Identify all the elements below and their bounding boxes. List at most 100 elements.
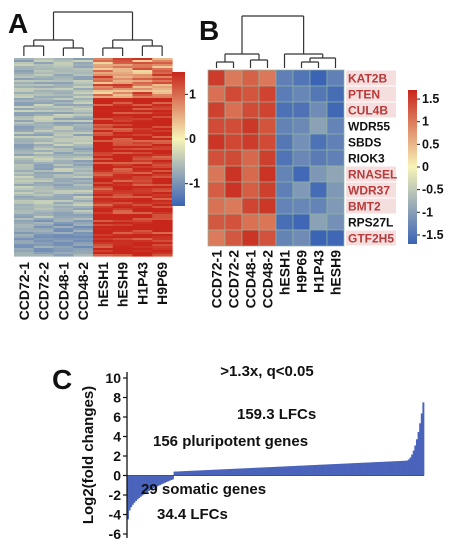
heatmap-a-cell [112,222,134,225]
heatmap-a-cell [93,142,114,145]
heatmap-b-cell [292,101,311,119]
heatmap-a-cell [152,254,173,257]
heatmap-a-cell [53,216,74,219]
heatmap-a-cell [132,160,153,163]
heatmap-b-cell [309,181,328,199]
heatmap-a-cell [152,130,173,133]
heatmap-a-cell [132,166,153,169]
heatmap-a-cell [53,176,74,179]
heatmap-a-cell [33,176,55,179]
bar [337,463,340,476]
heatmap-a-cell [112,116,134,119]
heatmap-a-column-label: CCD72-2 [36,262,52,321]
heatmap-a-cell [33,144,55,147]
colorbar-b-tick-label: -1 [422,205,433,219]
bar [353,463,356,476]
heatmap-a-cell [112,66,134,69]
heatmap-a-cell [33,104,55,107]
heatmap-a-cell [14,96,35,99]
heatmap-a-cell [152,228,173,231]
heatmap-a-column-label: H1P43 [134,262,150,305]
heatmap-a-cell [132,224,153,227]
heatmap-a-cell [93,180,114,183]
heatmap-a-cell [33,244,55,247]
heatmap-a-cell [14,198,35,201]
bar [322,464,325,476]
heatmap-a-cell [112,108,134,111]
heatmap-b-cell [207,85,226,103]
heatmap-a-cell [14,178,35,181]
heatmap-a-cell [14,160,35,163]
heatmap-a-cell [73,88,94,91]
heatmap-a-cell [132,108,153,111]
heatmap-a-cell [14,214,35,217]
heatmap-a-cell [33,246,55,249]
y-tick-label: 2 [113,448,121,464]
heatmap-a-cell [33,124,55,127]
y-tick-label: 4 [113,429,121,445]
heatmap-a-cell [73,196,94,199]
bar [277,466,280,476]
heatmap-a-cell [73,214,94,217]
bar [192,470,195,476]
heatmap-a-cell [73,78,94,81]
heatmap-a-cell [93,92,114,95]
heatmap-a-cell [112,134,134,137]
heatmap-a-cell [53,180,74,183]
heatmap-a-cell [132,168,153,171]
heatmap-a-cell [14,236,35,239]
heatmap-a-cell [73,154,94,157]
heatmap-a-cell [112,164,134,167]
heatmap-a-cell [132,180,153,183]
heatmap-a-cell [93,62,114,65]
bar [335,463,338,476]
heatmap-a-cell [33,154,55,157]
heatmap-a-cell [14,112,35,115]
heatmap-a-cell [152,118,173,121]
heatmap-a-cell [14,138,35,141]
heatmap-a-cell [152,250,173,253]
heatmap-a-cell [53,212,74,215]
heatmap-a-cell [132,226,153,229]
heatmap-b-cell [258,165,277,183]
heatmap-a-cell [93,100,114,103]
heatmap-a-cell [14,146,35,149]
heatmap-a-cell [112,68,134,71]
heatmap-a-cell [73,62,94,65]
heatmap-a-cell [73,240,94,243]
heatmap-a-cell [93,94,114,97]
bar [329,464,332,476]
heatmap-a-cell [14,164,35,167]
heatmap-a-cell [14,230,35,233]
heatmap-a-cell [112,144,134,147]
heatmap-a-cell [53,198,74,201]
heatmap-a-cell [53,170,74,173]
heatmap-a-cell [33,172,55,175]
y-tick-label: -4 [109,507,122,523]
heatmap-a-cell [14,226,35,229]
heatmap-a-cell [93,202,114,205]
bar [343,463,346,476]
heatmap-a-cell [53,64,74,67]
heatmap-a-cell [33,116,55,119]
heatmap-a-cell [112,98,134,101]
heatmap-a-cell [33,196,55,199]
heatmap-a-cell [112,236,134,239]
heatmap-a-cell [132,240,153,243]
heatmap-a-cells [14,58,173,257]
heatmap-a-cell [14,252,35,255]
heatmap-a-cell [93,230,114,233]
heatmap-b-cell [224,197,243,215]
heatmap-a-cell [112,168,134,171]
heatmap-a-cell [73,92,94,95]
heatmap-b-cell [241,101,260,119]
heatmap-a-cell [33,170,55,173]
heatmap-a-cell [73,162,94,165]
heatmap-a-cell [53,210,74,213]
heatmap-a-cell [93,158,114,161]
heatmap-a-cell [14,184,35,187]
heatmap-a-cell [33,152,55,155]
heatmap-a-cell [132,188,153,191]
heatmap-a-cell [152,188,173,191]
heatmap-b-cell [241,165,260,183]
